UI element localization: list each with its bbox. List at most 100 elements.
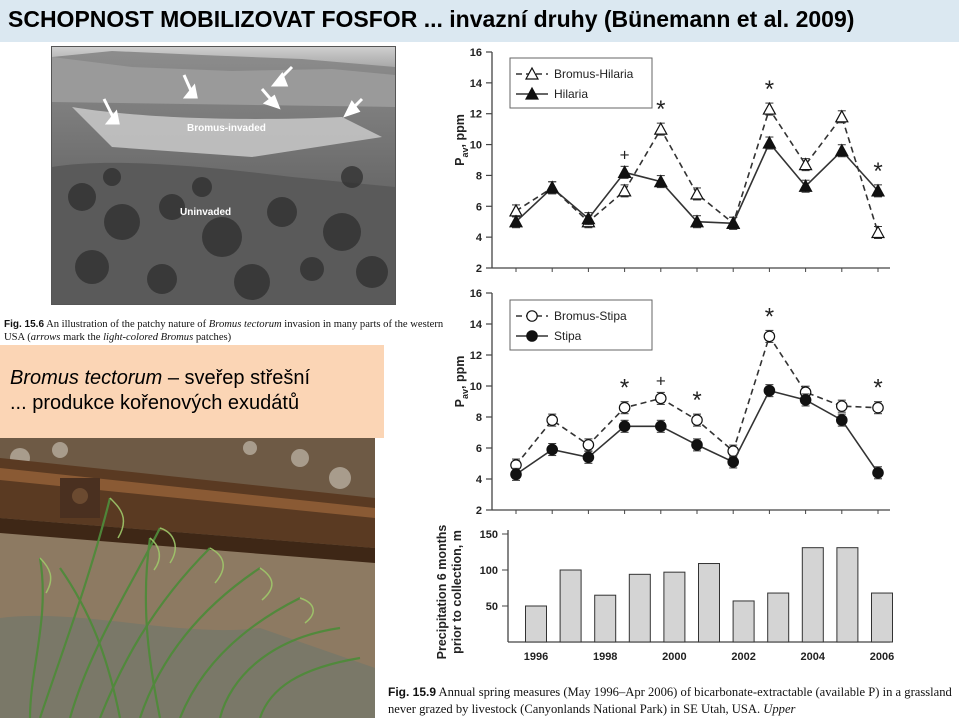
series-line-hilaria — [515, 141, 879, 225]
species-latin-name: Bromus tectorum — [10, 367, 163, 389]
species-heading: Bromus tectorum – sveřep střešní — [10, 367, 310, 390]
x-tick-label: 2006 — [870, 651, 894, 663]
data-point — [835, 400, 848, 412]
y-tick-label: 2 — [476, 263, 482, 275]
legend-label: Hilaria — [554, 87, 588, 101]
data-point — [617, 183, 632, 197]
bar — [525, 605, 547, 643]
species-box — [0, 345, 384, 438]
bar — [732, 600, 755, 643]
significance-mark: * — [873, 158, 882, 185]
y-axis-title-main: P — [453, 399, 467, 407]
bar — [628, 573, 651, 643]
data-point — [872, 466, 884, 479]
significance-mark: + — [656, 371, 666, 390]
data-point — [510, 468, 522, 481]
data-point — [834, 143, 849, 157]
y-axis-title-line1: Precipitation 6 months — [435, 525, 449, 660]
caption-text: Annual spring measures (May 1996–Apr 200… — [388, 685, 952, 716]
landscape-photo: Bromus-invaded Uninvaded — [51, 46, 396, 305]
data-point — [653, 121, 668, 135]
y-tick-label: 100 — [480, 565, 498, 577]
line-panel-2: 2 4 6 8 10 12 14 16 Pav, ppm * + * * * Bromus-Stipa Sti… — [453, 288, 890, 517]
data-point — [655, 420, 667, 433]
data-point — [835, 414, 848, 426]
data-point — [689, 186, 705, 200]
y-tick-label: 4 — [476, 232, 483, 244]
legend-marker — [524, 66, 540, 80]
data-point — [870, 183, 886, 197]
y-tick-label: 8 — [476, 170, 482, 182]
y-axis-title-unit: , ppm — [453, 356, 467, 389]
data-point — [582, 439, 595, 451]
significance-mark: * — [656, 96, 665, 123]
legend-label: Bromus-Hilaria — [554, 67, 634, 81]
caption-text: invasion in many parts of the western US… — [4, 319, 444, 343]
caption-text: mark the — [60, 332, 104, 343]
y-tick-label: 2 — [476, 505, 482, 517]
bar — [663, 571, 686, 643]
data-point — [546, 414, 558, 426]
caption-italic-arrows: arrows — [30, 332, 61, 343]
data-point — [798, 157, 813, 171]
y-tick-label: 14 — [470, 319, 483, 331]
legend-label: Stipa — [554, 329, 582, 343]
data-point — [763, 330, 776, 343]
bar — [801, 547, 824, 643]
x-tick-label: 2002 — [731, 651, 755, 663]
y-tick-label: 150 — [480, 529, 498, 541]
x-tick-label: 2000 — [662, 651, 686, 663]
y-tick-label: 6 — [476, 443, 482, 455]
y-tick-label: 10 — [470, 381, 482, 393]
data-point — [545, 180, 560, 194]
y-tick-label: 4 — [476, 474, 483, 486]
data-point — [870, 225, 886, 239]
data-point — [727, 456, 739, 468]
data-point — [618, 420, 631, 433]
significance-mark: * — [765, 303, 774, 330]
bar — [559, 569, 582, 643]
y-tick-label: 10 — [470, 140, 482, 152]
legend-marker — [526, 310, 538, 322]
data-point — [726, 216, 741, 229]
legend: Bromus-Stipa Stipa — [509, 299, 653, 351]
legend-marker — [526, 330, 538, 342]
y-tick-label: 50 — [486, 601, 498, 613]
legend: Bromus-Hilaria Hilaria — [509, 57, 653, 109]
legend-label: Bromus-Stipa — [554, 309, 627, 323]
data-point — [689, 214, 705, 228]
y-axis-title: Pav, ppm — [453, 356, 470, 408]
y-axis-title-sub: av — [460, 147, 470, 157]
data-point — [691, 414, 703, 426]
series-line-bromus-hilaria — [515, 107, 879, 233]
legend-marker — [524, 86, 540, 100]
data-point — [582, 451, 595, 464]
y-tick-label: 12 — [470, 350, 482, 362]
y-tick-label: 16 — [470, 288, 482, 300]
label-bromus-invaded: Bromus-invaded — [187, 123, 266, 134]
significance-mark: * — [620, 375, 629, 402]
y-tick-label: 6 — [476, 201, 482, 213]
data-point — [617, 165, 632, 178]
data-point — [546, 443, 558, 456]
bar — [871, 592, 893, 643]
data-point — [762, 101, 777, 115]
bar — [594, 594, 617, 643]
y-tick-label: 16 — [470, 47, 482, 59]
line-panel-1: 2 4 6 8 10 12 14 16 Pav, ppm + * * * Bromus-Hilaria Hi… — [453, 47, 890, 275]
y-axis-title-sub: av — [460, 389, 470, 399]
data-point — [618, 401, 631, 414]
y-tick-label: 14 — [470, 78, 483, 90]
y-axis-title-main: P — [453, 158, 467, 166]
data-point — [581, 211, 596, 225]
data-point — [798, 178, 813, 192]
caption-text: An illustration of the patchy nature of — [44, 319, 209, 330]
caption-italic-species: Bromus tectorum — [208, 319, 282, 330]
grass-photo — [0, 438, 375, 718]
y-tick-label: 8 — [476, 412, 482, 424]
x-tick-label: 1996 — [524, 651, 548, 663]
significance-mark: * — [692, 387, 701, 414]
significance-mark: + — [620, 145, 630, 164]
data-point — [508, 203, 524, 217]
